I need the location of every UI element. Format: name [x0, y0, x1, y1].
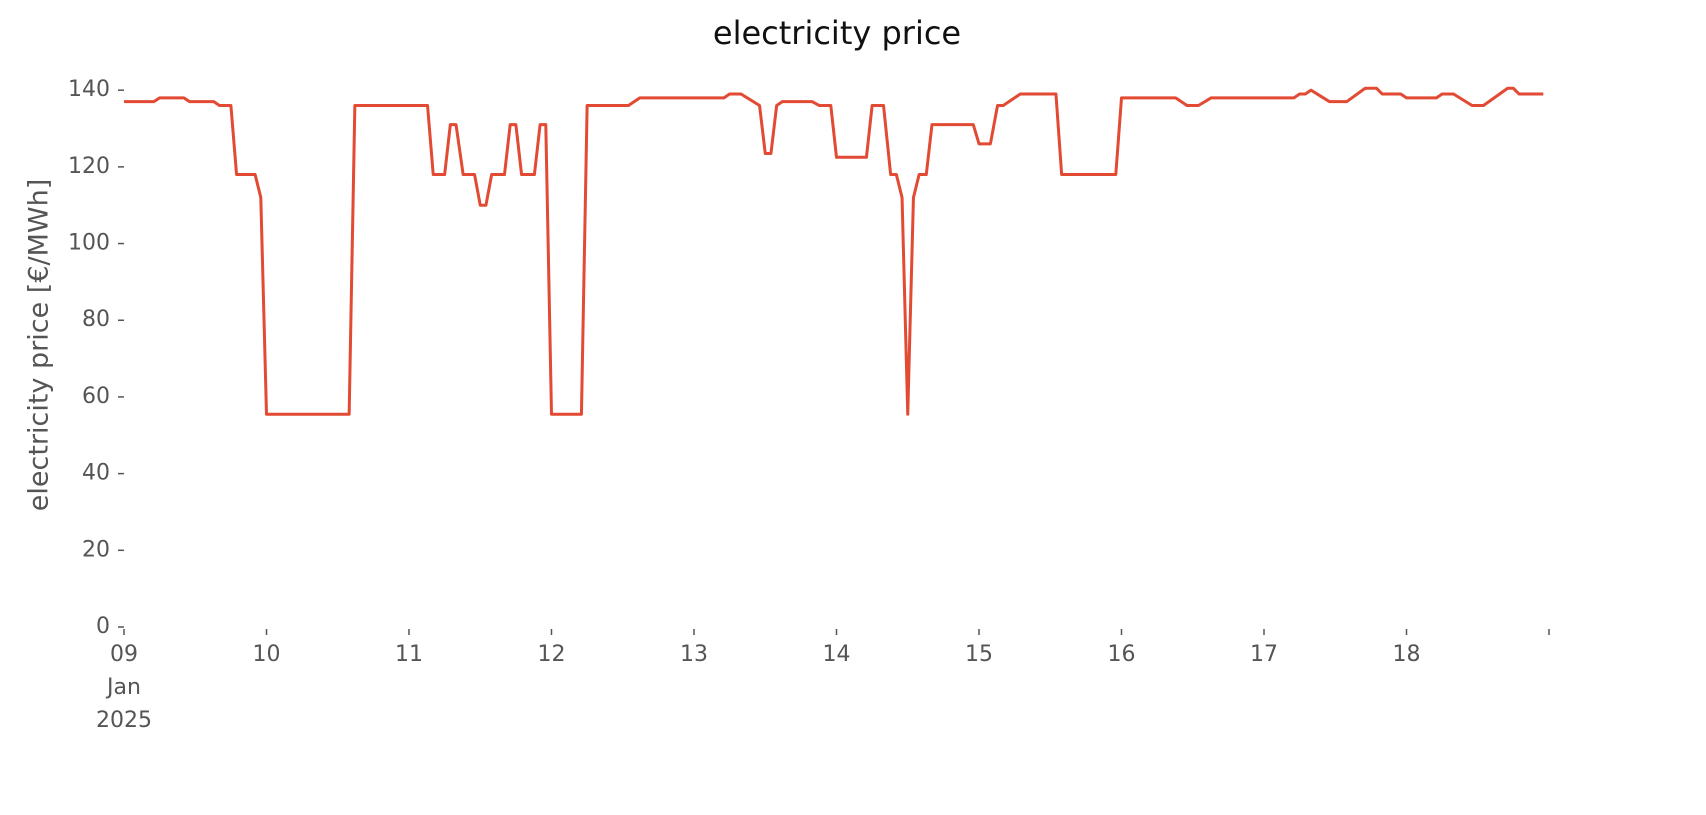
x-tick-label: 11	[395, 642, 423, 667]
x-tick-label: 10	[253, 642, 281, 667]
y-tick-label: 0	[96, 614, 110, 639]
x-tick-label: 13	[680, 642, 708, 667]
price-line	[124, 86, 1544, 416]
y-tick-label: 40	[82, 461, 110, 486]
x-tick-label: 15	[965, 642, 993, 667]
chart-title: electricity price	[713, 14, 961, 52]
y-tick-label: 120	[68, 154, 110, 179]
y-tick-label: 140	[68, 77, 110, 102]
x-tick-label: 14	[823, 642, 851, 667]
x-tick-label: 09 Jan 2025	[96, 642, 152, 733]
y-tick-label: 20	[82, 537, 110, 562]
x-tick-label: 17	[1250, 642, 1278, 667]
y-tick-label: 100	[68, 231, 110, 256]
y-tick-label: 60	[82, 384, 110, 409]
x-tick-label: 16	[1108, 642, 1136, 667]
x-tick-label: 12	[538, 642, 566, 667]
y-tick-label: 80	[82, 307, 110, 332]
y-axis-label: electricity price [€/MWh]	[24, 179, 55, 511]
x-tick-label: 18	[1393, 642, 1421, 667]
